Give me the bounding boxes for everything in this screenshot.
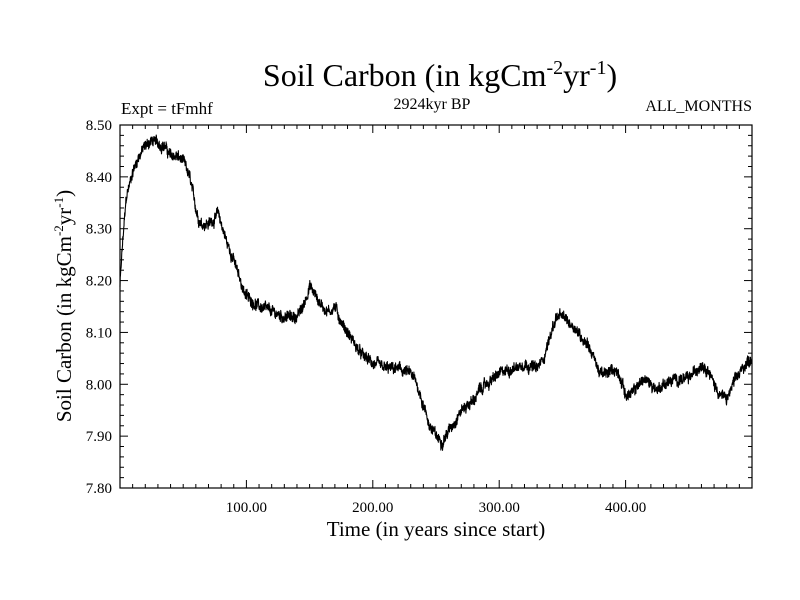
x-tick-labels: 100.00 200.00 300.00 400.00	[226, 500, 646, 516]
x-tick-label: 100.00	[226, 500, 267, 516]
period-label: 2924kyr BP	[394, 96, 471, 113]
x-tick-label: 400.00	[605, 500, 646, 516]
y-tick-labels: 7.80 7.90 8.00 8.10 8.20 8.30 8.40 8.50	[86, 118, 112, 497]
y-tick-label: 8.40	[86, 170, 112, 186]
y-tick-label: 8.50	[86, 118, 112, 134]
y-tick-label: 7.90	[86, 429, 112, 445]
series-line-soil-carbon	[119, 134, 753, 451]
y-tick-label: 8.30	[86, 222, 112, 238]
x-tick-label: 300.00	[479, 500, 520, 516]
x-axis-label: Time (in years since start)	[327, 517, 546, 541]
experiment-label: Expt = tFmhf	[121, 99, 213, 118]
x-tick-label: 200.00	[352, 500, 393, 516]
y-axis-label: Soil Carbon (in kgCm-2yr-1)	[51, 190, 76, 422]
months-label: ALL_MONTHS	[645, 98, 752, 115]
y-tick-label: 8.10	[86, 325, 112, 341]
y-tick-label: 7.80	[86, 481, 112, 497]
y-tick-label: 8.00	[86, 377, 112, 393]
chart-title: Soil Carbon (in kgCm-2yr-1)	[263, 57, 617, 93]
y-tick-label: 8.20	[86, 274, 112, 290]
